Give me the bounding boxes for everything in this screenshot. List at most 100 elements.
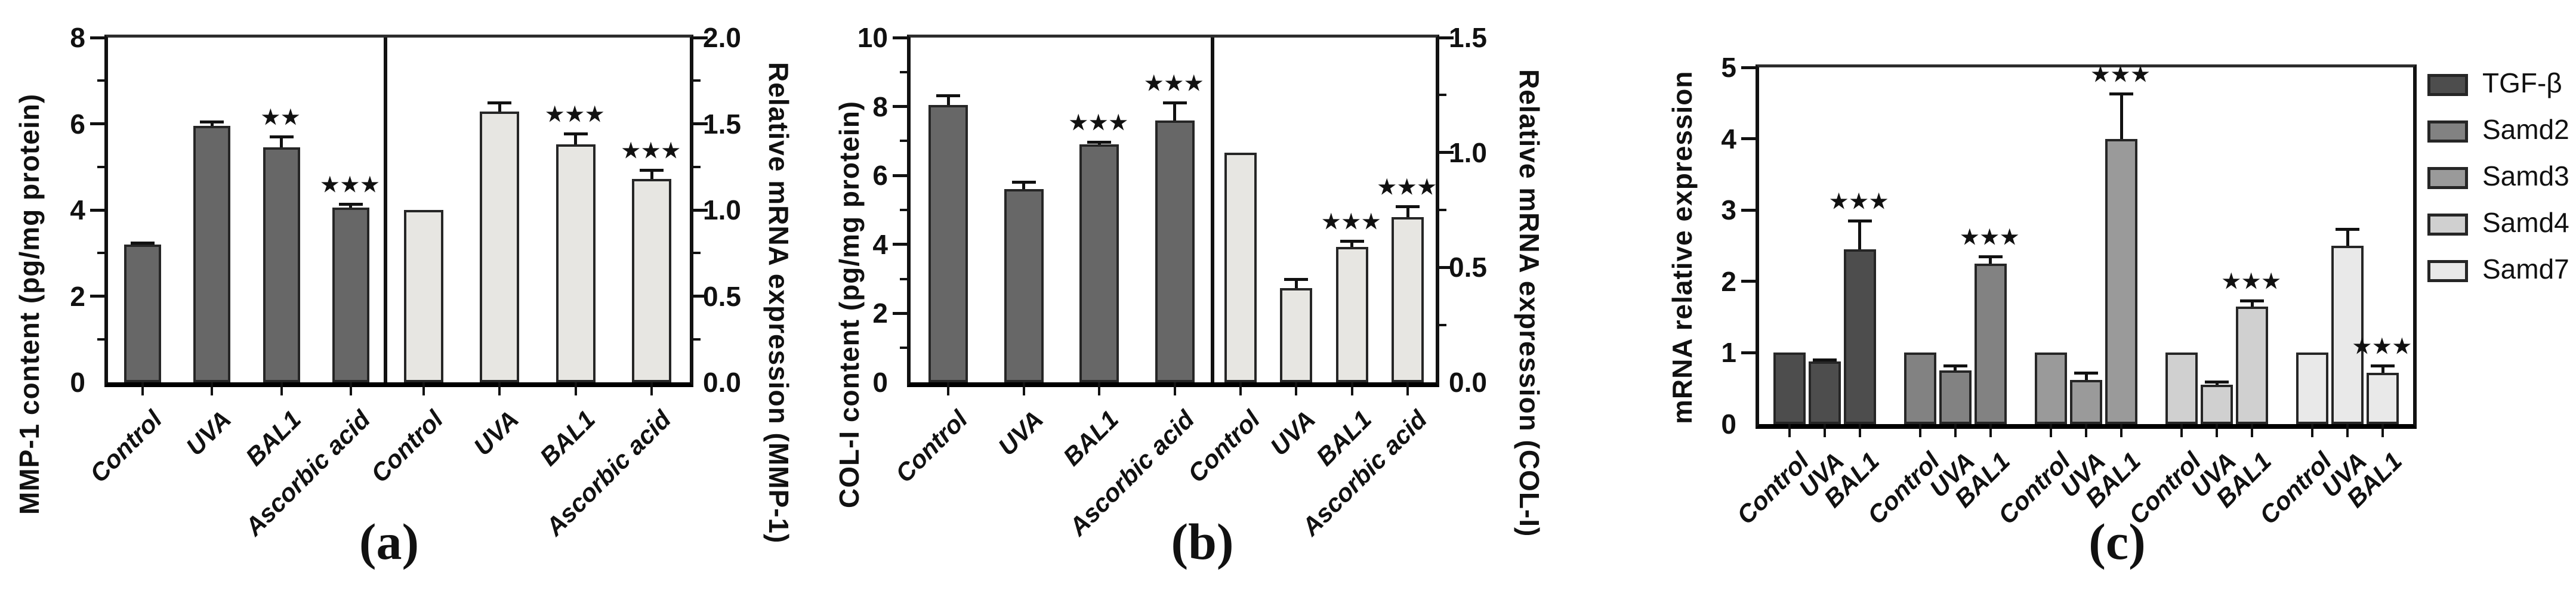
tick-label: 8 (70, 22, 85, 53)
bar (1974, 263, 2007, 424)
error-bar (936, 94, 961, 105)
legend-swatch (2427, 214, 2468, 236)
axis-minor-tick (900, 209, 908, 211)
bar (1004, 189, 1044, 382)
tick-label: 1.0 (703, 194, 741, 225)
segment-divider (1211, 38, 1214, 382)
axis-tick (693, 36, 708, 39)
x-axis-tick (1954, 424, 1957, 437)
error-bar-stem (141, 242, 144, 245)
significance-stars: ★★★ (1144, 72, 1205, 95)
error-bar (1340, 240, 1364, 247)
error-bar-stem (574, 132, 578, 145)
legend-item: Samd3 (2427, 160, 2576, 206)
x-axis-tick (2311, 424, 2314, 437)
axis-minor-tick (97, 338, 105, 341)
panel-a-plot: 0 2 4 6 8 0.0 0.5 1.0 1.5 2.0 Control UVA ★★ BAL1 ★★★ A… (70, 22, 741, 541)
axis-tick (693, 295, 708, 298)
bar (480, 112, 520, 382)
x-axis-tick (1022, 382, 1025, 395)
bar (928, 104, 968, 382)
tick-label: 1.0 (1449, 137, 1487, 168)
legend-label: Samd7 (2482, 253, 2569, 285)
error-bar-stem (210, 120, 214, 126)
error-bar-stem (946, 94, 950, 105)
tick-label: 0 (872, 367, 888, 398)
x-axis-tick (422, 382, 425, 395)
x-axis-tick (1918, 424, 1921, 437)
axis-tick (693, 122, 708, 125)
axis-tick (1741, 351, 1756, 354)
error-bar-stem (1097, 141, 1101, 145)
axis-tick (90, 122, 104, 125)
axis-tick (90, 36, 104, 39)
tick-label: 1.5 (703, 108, 741, 140)
x-axis-tick (1295, 382, 1298, 395)
bar (124, 244, 162, 382)
error-bar-stem (349, 202, 353, 208)
error-bar-stem (498, 101, 501, 112)
x-axis-tick (349, 382, 352, 395)
axis-minor-tick (693, 79, 701, 82)
bar (2367, 372, 2399, 424)
axis-tick (893, 174, 907, 177)
significance-stars: ★★★ (1069, 112, 1130, 135)
legend-label: Samd3 (2482, 160, 2569, 191)
bar (556, 144, 596, 382)
x-axis-tick (2120, 424, 2122, 437)
tick-label: 0 (1721, 409, 1736, 440)
x-axis-tick (1406, 382, 1409, 395)
x-axis-tick (1788, 424, 1791, 437)
x-axis-tick (2050, 424, 2052, 437)
error-bar (200, 120, 224, 126)
axis-minor-tick (97, 252, 105, 255)
x-axis-tick (2346, 424, 2349, 437)
bar (1939, 370, 1972, 424)
axis-tick (1741, 208, 1756, 212)
error-bar-stem (2120, 92, 2123, 139)
error-bar-stem (1858, 219, 1862, 249)
legend-label: Samd2 (2482, 114, 2569, 145)
x-axis-tick (1823, 424, 1826, 437)
axis-tick (90, 208, 104, 212)
error-bar-stem (1989, 255, 1992, 264)
tick-label: 4 (70, 194, 85, 225)
tick-label: 0 (70, 367, 85, 398)
significance-stars: ★★★ (545, 103, 606, 126)
legend-item: Samd2 (2427, 113, 2576, 160)
error-bar-stem (2346, 228, 2349, 246)
legend-swatch (2427, 260, 2468, 282)
x-axis-tick (1350, 382, 1353, 395)
axis-minor-tick (900, 277, 908, 280)
axis-minor-tick (1439, 209, 1446, 211)
error-bar-stem (2250, 299, 2254, 307)
bar (632, 178, 672, 382)
bar (193, 126, 231, 382)
legend-label: Samd4 (2482, 207, 2569, 238)
x-axis-tick (1098, 382, 1101, 395)
axis-tick (1741, 66, 1756, 69)
tick-label: 6 (70, 108, 85, 140)
error-bar (2240, 299, 2265, 307)
error-bar-stem (2215, 381, 2219, 385)
legend-item: Samd4 (2427, 206, 2576, 253)
bar (2236, 306, 2269, 424)
x-axis-tick (141, 382, 144, 395)
tick-label: 8 (872, 91, 888, 122)
legend-swatch (2427, 167, 2468, 189)
bar (1808, 361, 1841, 424)
panel-b-right-axis-label: Relative mRNA expression (COL-I) (1514, 69, 1545, 537)
bar (2035, 353, 2067, 424)
tick-label: 3 (1721, 194, 1736, 226)
x-axis-tick (650, 382, 653, 395)
x-axis-tick (947, 382, 950, 395)
bar (263, 147, 300, 382)
x-axis-tick (2180, 424, 2183, 437)
error-bar (2074, 371, 2098, 380)
legend-item: TGF-β (2427, 67, 2576, 113)
error-bar-stem (1823, 358, 1827, 361)
significance-stars: ★★★ (2353, 335, 2413, 358)
error-bar (338, 202, 363, 208)
significance-stars: ★★★ (1378, 176, 1438, 199)
x-axis-tick (1989, 424, 1992, 437)
